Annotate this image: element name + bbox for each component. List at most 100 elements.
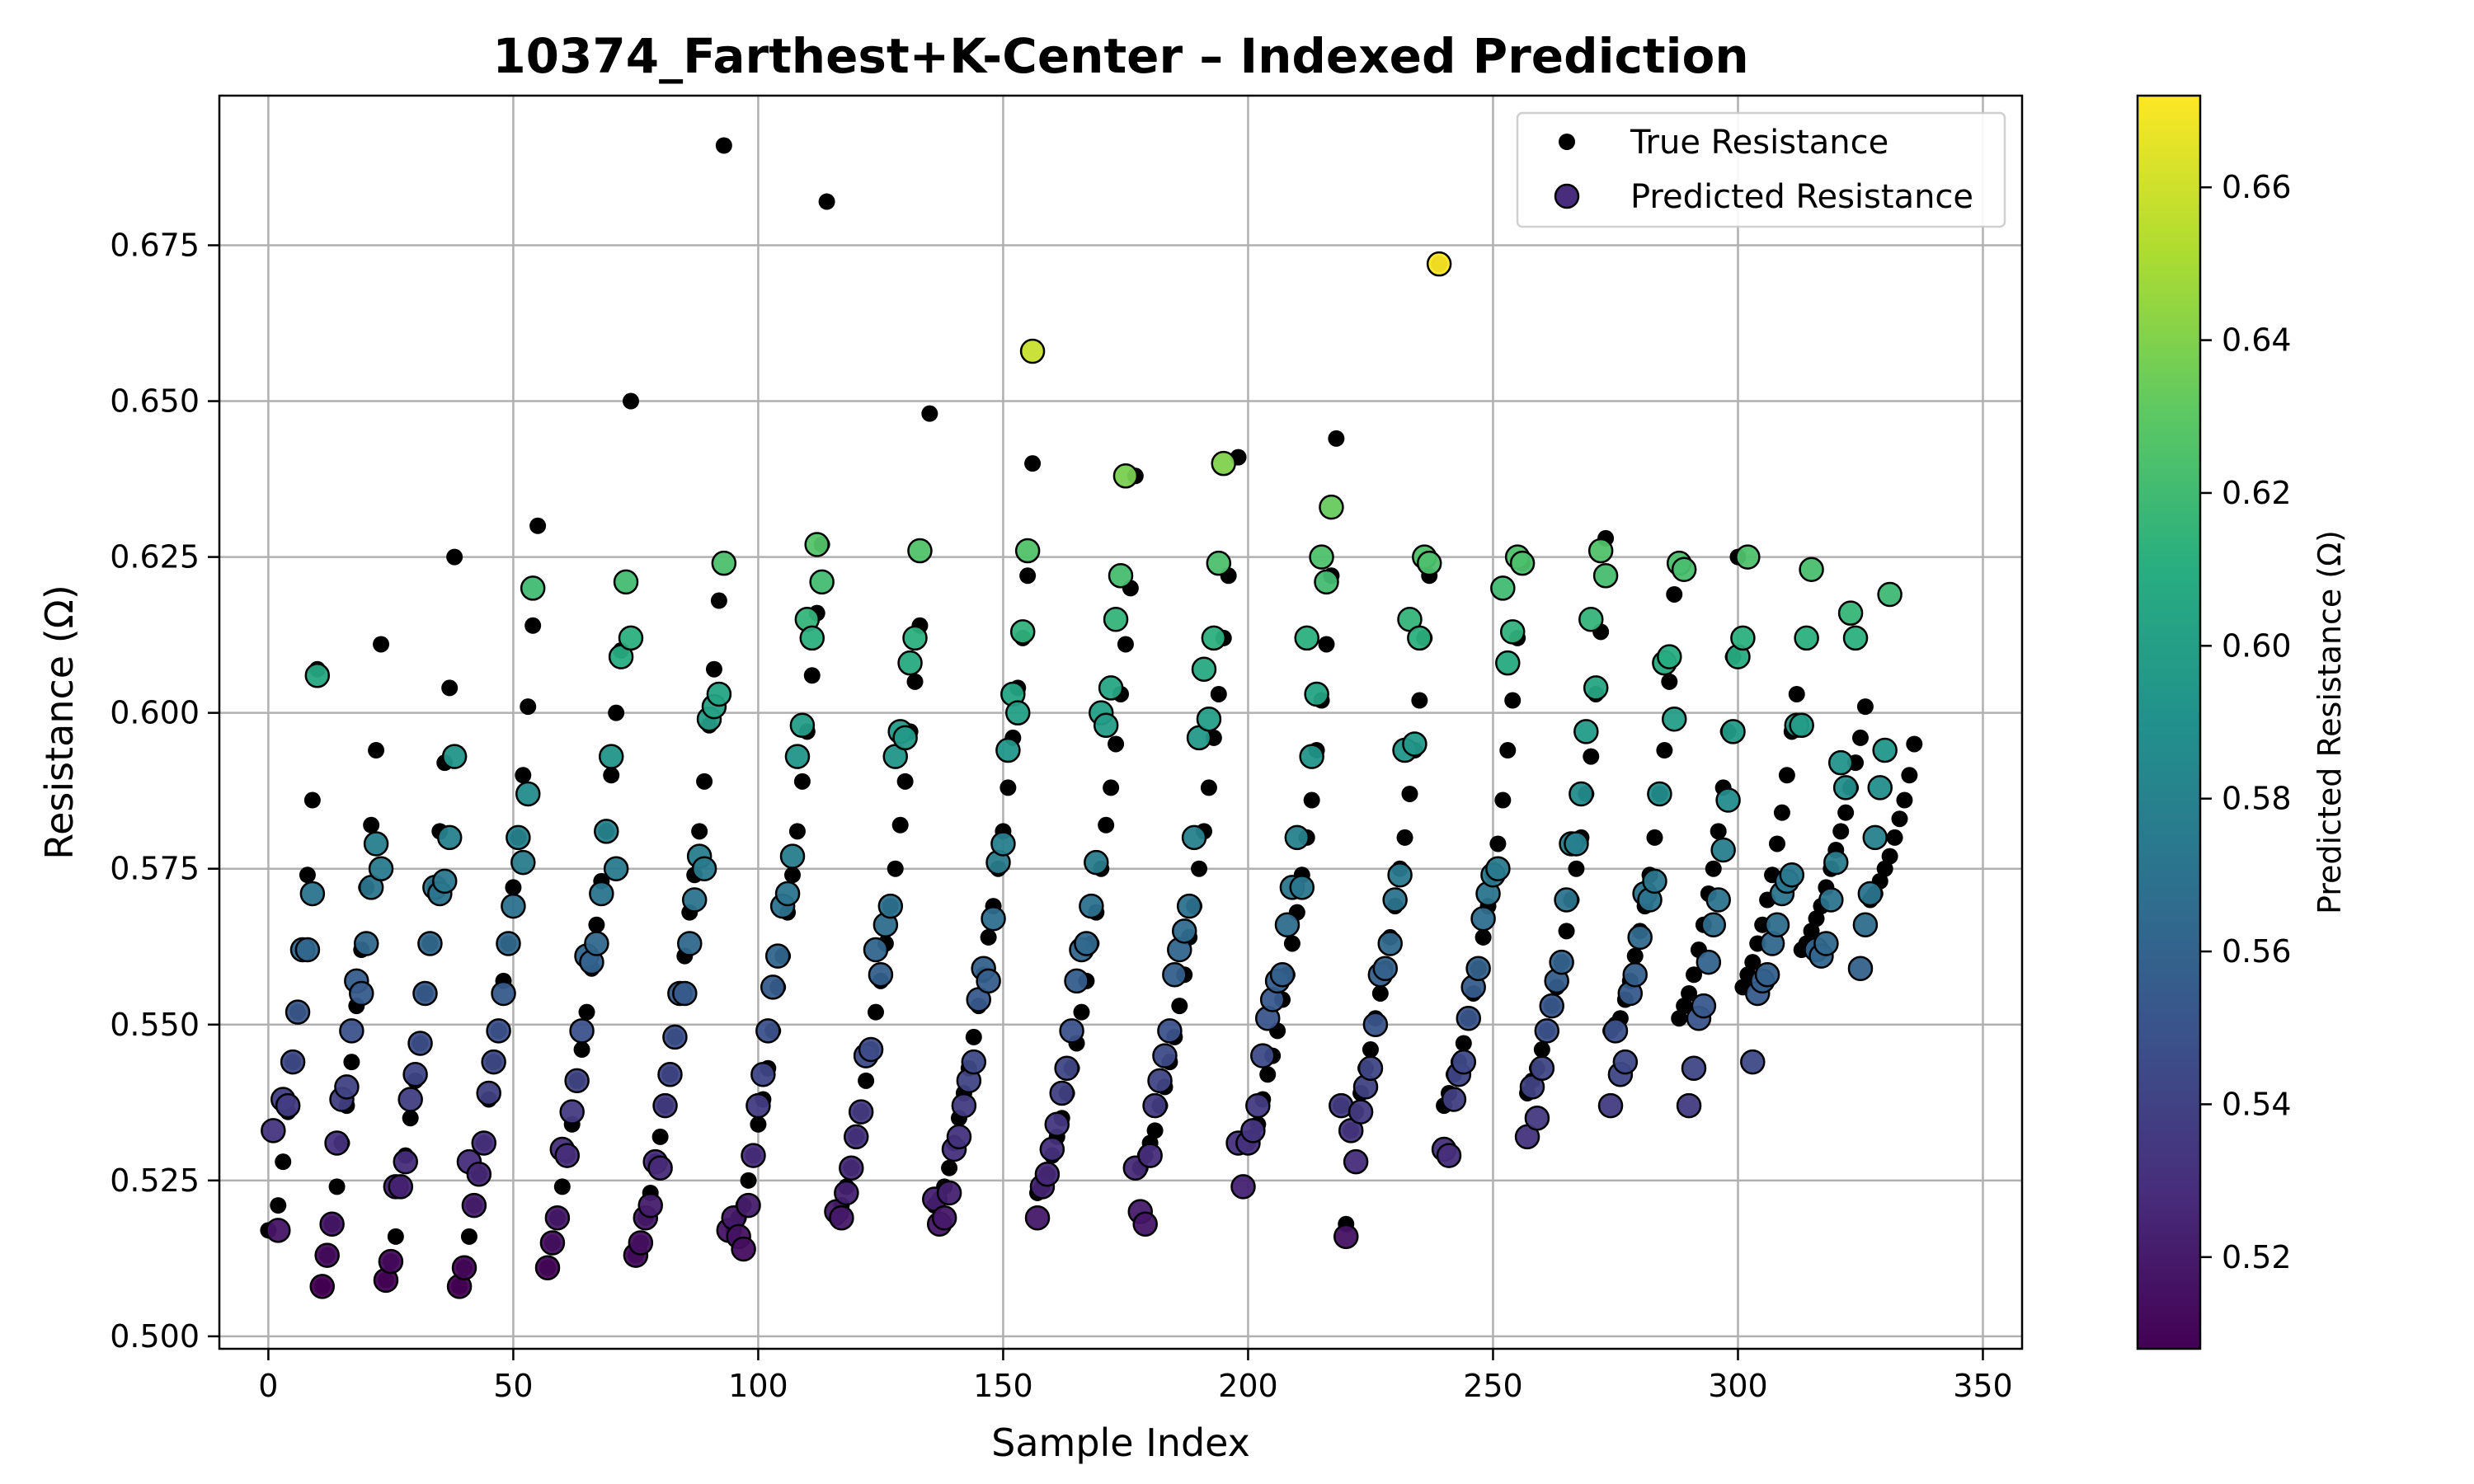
predicted-resistance-point xyxy=(1730,625,1756,651)
true-resistance-point xyxy=(1146,1122,1164,1139)
predicted-resistance-point xyxy=(1495,650,1521,676)
predicted-resistance-point xyxy=(1837,600,1864,626)
predicted-resistance-point xyxy=(902,625,928,651)
true-resistance-point xyxy=(965,1028,982,1045)
true-resistance-point xyxy=(1788,685,1805,702)
true-resistance-point xyxy=(1881,848,1898,865)
predicted-resistance-point xyxy=(491,980,516,1007)
predicted-resistance-point xyxy=(637,1192,663,1219)
predicted-resistance-point xyxy=(647,1155,673,1181)
true-resistance-point xyxy=(578,1003,595,1021)
predicted-resistance-point xyxy=(951,1092,977,1119)
predicted-resistance-point xyxy=(1499,619,1526,645)
predicted-resistance-point xyxy=(417,931,443,956)
predicted-resistance-point xyxy=(1691,993,1717,1019)
true-resistance-point xyxy=(588,916,605,933)
predicted-resistance-point xyxy=(353,931,379,956)
true-resistance-point xyxy=(793,773,811,790)
predicted-resistance-point xyxy=(397,1087,423,1112)
predicted-resistance-point xyxy=(1240,1118,1266,1144)
predicted-resistance-point xyxy=(520,575,546,601)
predicted-resistance-point xyxy=(432,868,458,895)
predicted-resistance-point xyxy=(1289,875,1315,900)
true-resistance-point xyxy=(1778,767,1795,784)
true-resistance-point xyxy=(573,1041,590,1059)
true-resistance-point xyxy=(603,767,620,784)
y-tick-label: 0.550 xyxy=(110,1007,200,1043)
true-resistance-point xyxy=(1108,735,1125,753)
predicted-resistance-point xyxy=(848,1099,874,1125)
true-resistance-point xyxy=(515,767,532,784)
predicted-resistance-point xyxy=(1304,681,1329,707)
predicted-resistance-point xyxy=(1014,538,1041,564)
x-tick-label: 50 xyxy=(493,1368,533,1404)
predicted-resistance-point xyxy=(1245,1092,1271,1119)
true-resistance-point xyxy=(651,1128,669,1145)
predicted-resistance-point xyxy=(741,1143,766,1168)
predicted-resistance-point xyxy=(1416,550,1442,576)
predicted-resistance-point xyxy=(275,1092,301,1119)
predicted-resistance-point xyxy=(1049,1080,1075,1106)
predicted-resistance-point xyxy=(1362,1012,1389,1038)
predicted-resistance-point xyxy=(1764,912,1790,938)
predicted-resistance-point xyxy=(436,824,463,851)
predicted-resistance-point xyxy=(1862,824,1888,851)
predicted-resistance-point xyxy=(1284,824,1310,851)
predicted-resistance-point xyxy=(1191,656,1217,682)
true-resistance-point xyxy=(1768,835,1785,852)
predicted-resistance-point xyxy=(1343,1148,1369,1175)
true-resistance-point xyxy=(1856,698,1874,716)
colorbar-tick-label: 0.58 xyxy=(2222,781,2292,817)
true-resistance-point xyxy=(818,193,835,210)
true-resistance-point xyxy=(1103,779,1120,796)
true-resistance-point xyxy=(505,879,522,896)
predicted-resistance-point xyxy=(1696,949,1722,975)
true-resistance-point xyxy=(1210,685,1227,702)
true-resistance-point xyxy=(1489,835,1507,852)
predicted-resistance-point xyxy=(1485,856,1511,881)
predicted-resistance-point xyxy=(834,1180,859,1206)
legend: True Resistance Predicted Resistance xyxy=(1516,111,2006,228)
predicted-resistance-point xyxy=(1661,706,1687,732)
colorbar-tick-label: 0.62 xyxy=(2222,475,2292,511)
true-resistance-point xyxy=(750,1115,767,1133)
true-resistance-point xyxy=(1671,1010,1688,1027)
true-resistance-point xyxy=(1558,923,1575,940)
predicted-resistance-point xyxy=(1269,962,1296,988)
true-resistance-point xyxy=(608,704,625,721)
true-resistance-point xyxy=(1371,984,1389,1002)
true-resistance-point xyxy=(402,1110,419,1127)
predicted-resistance-point xyxy=(1627,924,1653,951)
predicted-resistance-point xyxy=(1152,1043,1178,1068)
predicted-resistance-point xyxy=(324,1130,350,1156)
predicted-resistance-point xyxy=(652,1092,678,1119)
true-resistance-point xyxy=(553,1178,571,1195)
y-tick-label: 0.625 xyxy=(110,539,200,575)
predicted-resistance-point xyxy=(931,1205,957,1231)
predicted-resistance-point xyxy=(1103,606,1129,632)
colorbar: 0.52 0.54 0.56 0.58 0.60 0.62 0.64 0.66 Predict… xyxy=(2136,94,2348,1350)
true-resistance-point xyxy=(1024,455,1042,472)
predicted-resistance-point xyxy=(681,887,708,913)
predicted-resistance-point xyxy=(829,1205,854,1231)
predicted-resistance-point xyxy=(961,1049,987,1075)
predicted-resistance-point xyxy=(598,744,624,769)
predicted-resistance-point xyxy=(1490,575,1516,601)
predicted-resistance-point xyxy=(1211,450,1236,477)
predicted-resistance-point xyxy=(1005,700,1031,726)
true-resistance-point xyxy=(1876,860,1893,877)
true-resistance-point xyxy=(1411,692,1428,709)
true-resistance-point xyxy=(980,928,997,946)
predicted-resistance-point xyxy=(510,849,536,876)
predicted-resistance-point xyxy=(1597,1092,1624,1119)
predicted-resistance-point xyxy=(1554,887,1579,913)
predicted-resistance-point xyxy=(1754,962,1780,988)
predicted-resistance-point xyxy=(466,1162,492,1187)
y-axis-label: Resistance (Ω) xyxy=(37,585,82,860)
predicted-resistance-point xyxy=(309,1274,335,1299)
predicted-resistance-point xyxy=(1794,625,1819,651)
predicted-resistance-point xyxy=(1647,781,1672,807)
predicted-resistance-point xyxy=(501,893,526,919)
true-resistance-point xyxy=(363,816,380,834)
predicted-resistance-point xyxy=(1700,912,1727,938)
